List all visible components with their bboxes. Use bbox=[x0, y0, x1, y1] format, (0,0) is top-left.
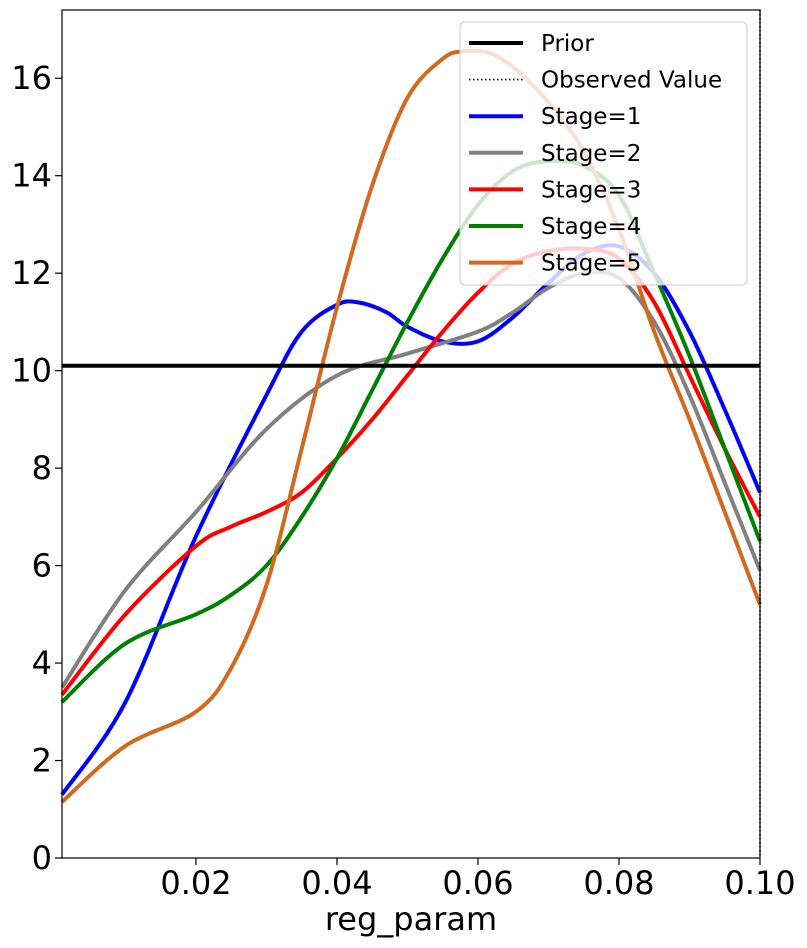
legend-box bbox=[459, 21, 748, 286]
y-tick-label: 14 bbox=[11, 157, 52, 195]
x-axis-ticks: 0.02 0.04 0.06 0.08 0.10 bbox=[160, 858, 796, 902]
plot-frame bbox=[61, 9, 761, 859]
x-tick-label: 0.06 bbox=[442, 864, 513, 902]
y-axis-ticks: 0 2 4 6 8 10 12 14 16 bbox=[11, 59, 62, 877]
legend-label-stage-5: Stage=5 bbox=[541, 251, 641, 277]
legend-label-stage-1: Stage=1 bbox=[541, 104, 641, 130]
legend: Prior Observed Value Stage=1 Stage=2 Stage=3… bbox=[459, 21, 748, 286]
x-tick-label: 0.04 bbox=[301, 864, 372, 902]
y-tick-label: 16 bbox=[11, 59, 52, 97]
y-tick-label: 8 bbox=[32, 449, 52, 487]
series-line-stage-4 bbox=[60, 158, 762, 704]
series-line-stage-3 bbox=[60, 246, 762, 696]
series-line-stage-2 bbox=[60, 269, 762, 689]
legend-label-stage-2: Stage=2 bbox=[541, 141, 641, 167]
y-tick-label: 0 bbox=[32, 839, 52, 877]
y-tick-label: 6 bbox=[32, 547, 52, 585]
series-line-stage-5 bbox=[60, 48, 762, 804]
y-tick-label: 2 bbox=[32, 742, 52, 780]
x-tick-label: 0.10 bbox=[724, 864, 795, 902]
legend-label-stage-3: Stage=3 bbox=[541, 177, 641, 203]
legend-label-prior: Prior bbox=[541, 31, 594, 57]
x-tick-label: 0.08 bbox=[583, 864, 654, 902]
y-tick-label: 12 bbox=[11, 254, 52, 292]
legend-label-observed-value: Observed Value bbox=[541, 68, 722, 94]
x-tick-label: 0.02 bbox=[160, 864, 231, 902]
legend-label-stage-4: Stage=4 bbox=[541, 214, 641, 240]
y-tick-label: 10 bbox=[11, 352, 52, 390]
y-tick-label: 4 bbox=[32, 644, 52, 682]
x-axis-title: reg_param bbox=[325, 900, 497, 938]
